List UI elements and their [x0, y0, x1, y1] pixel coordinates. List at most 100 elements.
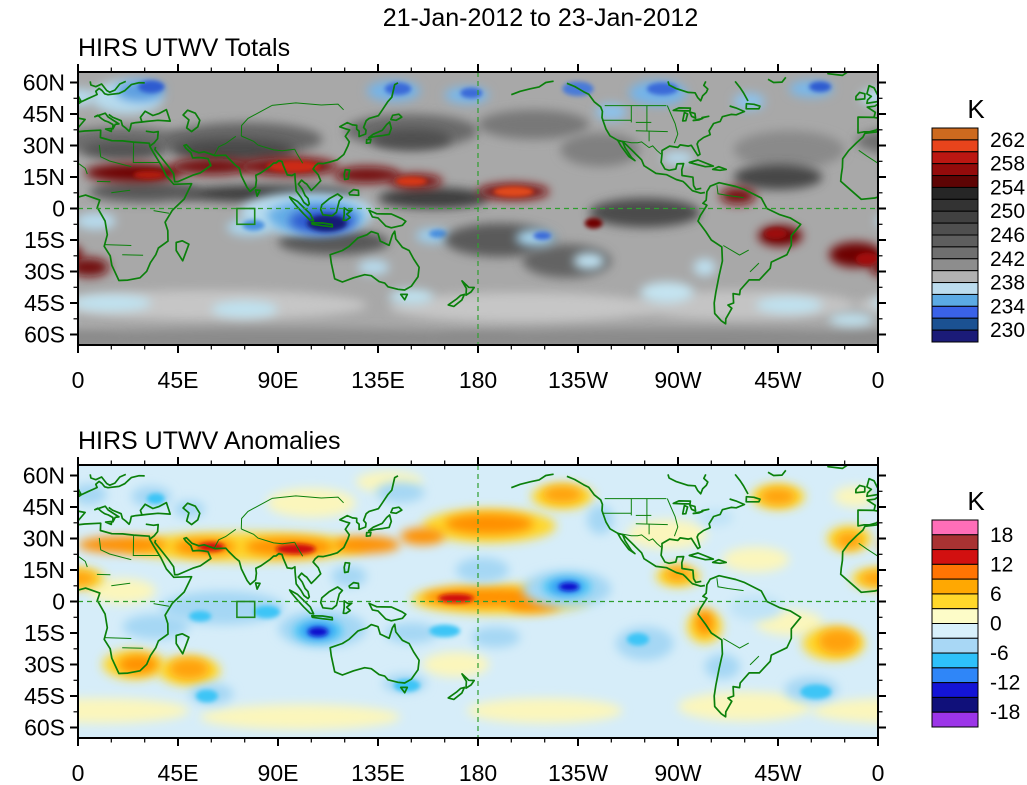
colorbar-title: K — [967, 486, 985, 516]
y-tick-label: 15S — [24, 620, 65, 646]
y-tick-label: 45N — [23, 494, 65, 520]
colorbar-segment — [931, 593, 979, 610]
colorbar-segment — [931, 563, 979, 580]
y-tick-label: 15N — [23, 164, 65, 190]
colorbar-segment — [931, 623, 979, 639]
x-tick-label: 90E — [258, 367, 299, 393]
colorbar-segment — [931, 519, 979, 536]
colorbar-segment — [931, 637, 979, 654]
y-tick-label: 30N — [23, 133, 65, 159]
colorbar-tick-label: 6 — [990, 583, 1002, 606]
colorbar-segment — [931, 258, 979, 272]
anomalies-panel-title: HIRS UTWV Anomalies — [78, 427, 341, 455]
x-tick-label: 0 — [872, 760, 885, 785]
y-tick-label: 0 — [52, 589, 65, 615]
colorbar-segment — [931, 549, 979, 565]
totals-panel-title: HIRS UTWV Totals — [78, 34, 291, 62]
major-ticks — [70, 457, 886, 746]
x-tick-label: 135W — [548, 367, 608, 393]
political-borders — [78, 102, 344, 256]
colorbar-segment — [931, 234, 979, 248]
colorbar-segment — [931, 210, 979, 224]
colorbar-tick-label: 246 — [990, 224, 1025, 247]
major-ticks — [70, 64, 886, 353]
colorbar-segment — [931, 127, 979, 141]
x-tick-label: 180 — [459, 760, 497, 785]
colorbar-segment — [931, 711, 979, 728]
y-tick-label: 45S — [24, 683, 65, 709]
y-tick-label: 30S — [24, 259, 65, 285]
colorbar-segment — [931, 317, 979, 331]
y-tick-label: 0 — [52, 196, 65, 222]
x-tick-label: 135E — [351, 367, 405, 393]
colorbar-tick-label: 230 — [990, 319, 1025, 342]
x-tick-label: 0 — [72, 367, 85, 393]
contour-field — [78, 80, 656, 345]
colorbar-segment — [931, 163, 979, 177]
colorbar-segment — [931, 667, 979, 684]
colorbar-segment — [931, 578, 979, 595]
colorbar-segment — [931, 682, 979, 698]
x-tick-label: 135W — [548, 760, 608, 785]
colorbar-segment — [931, 652, 979, 669]
grid-lines — [78, 72, 878, 345]
x-tick-label: 90W — [654, 367, 702, 393]
colorbar-title: K — [967, 94, 985, 124]
colorbar-segment — [931, 608, 979, 625]
x-tick-label: 0 — [872, 367, 885, 393]
colorbar-segment — [931, 329, 979, 343]
y-tick-label: 60N — [23, 70, 65, 96]
y-tick-label: 45N — [23, 101, 65, 127]
colorbar-tick-label: 12 — [990, 553, 1013, 576]
colorbar-tick-label: -18 — [990, 701, 1020, 724]
x-tick-label: 45E — [158, 367, 199, 393]
contour-field — [78, 471, 590, 730]
x-tick-label: 0 — [72, 760, 85, 785]
region-box — [236, 600, 256, 619]
x-tick-label: 180 — [459, 367, 497, 393]
totals-map: 0 45E 90E 135E 180 135W 90W 45W 0 60N 45N 30N 15N 0 15… — [23, 64, 1025, 393]
coastlines — [78, 473, 476, 701]
y-tick-label: 30N — [23, 526, 65, 552]
y-tick-label: 45S — [24, 290, 65, 316]
colorbar-segment — [931, 151, 979, 165]
colorbar: 18 12 6 0 -6 -12 -18 K — [931, 486, 1020, 728]
colorbar-segment — [931, 222, 979, 236]
y-tick-label: 60S — [24, 715, 65, 741]
colorbar-tick-label: 258 — [990, 153, 1025, 176]
colorbar-tick-label: 242 — [990, 248, 1025, 271]
colorbar-tick-label: 0 — [990, 613, 1002, 636]
x-tick-label: 45W — [754, 760, 802, 785]
colorbar-segment — [931, 186, 979, 200]
colorbar-segment — [931, 293, 979, 307]
colorbar-segment — [931, 175, 979, 188]
colorbar-segment — [931, 282, 979, 295]
colorbar-tick-label: -12 — [990, 672, 1020, 695]
colorbar-tick-label: 234 — [990, 295, 1025, 318]
map-plot-area: 0 45E 90E 135E 180 135W 90W 45W 0 60N 45N 30N 15N 0 15… — [23, 457, 886, 785]
colorbar-tick-label: 250 — [990, 200, 1025, 223]
figure-title: 21-Jan-2012 to 23-Jan-2012 — [382, 4, 699, 32]
region-box — [236, 207, 256, 226]
x-tick-label: 135E — [351, 760, 405, 785]
colorbar-segment — [931, 198, 979, 212]
colorbar-tick-label: 238 — [990, 272, 1025, 295]
colorbar-tick-label: 18 — [990, 524, 1013, 547]
x-tick-label: 45E — [158, 760, 199, 785]
colorbar-segment — [931, 246, 979, 260]
y-tick-label: 30S — [24, 652, 65, 678]
x-tick-label: 45W — [754, 367, 802, 393]
map-plot-area: 0 45E 90E 135E 180 135W 90W 45W 0 60N 45N 30N 15N 0 15… — [23, 64, 886, 393]
colorbar-segment — [931, 139, 979, 153]
colorbar-tick-label: -6 — [990, 642, 1009, 665]
y-tick-label: 15N — [23, 557, 65, 583]
colorbar-segment — [931, 305, 979, 319]
colorbar-tick-label: 254 — [990, 176, 1025, 199]
x-tick-label: 90E — [258, 760, 299, 785]
colorbar-segment — [931, 696, 979, 713]
colorbar-tick-label: 262 — [990, 129, 1025, 152]
colorbar-segment — [931, 534, 979, 551]
coastlines — [78, 80, 476, 308]
colorbar-segment — [931, 270, 979, 284]
